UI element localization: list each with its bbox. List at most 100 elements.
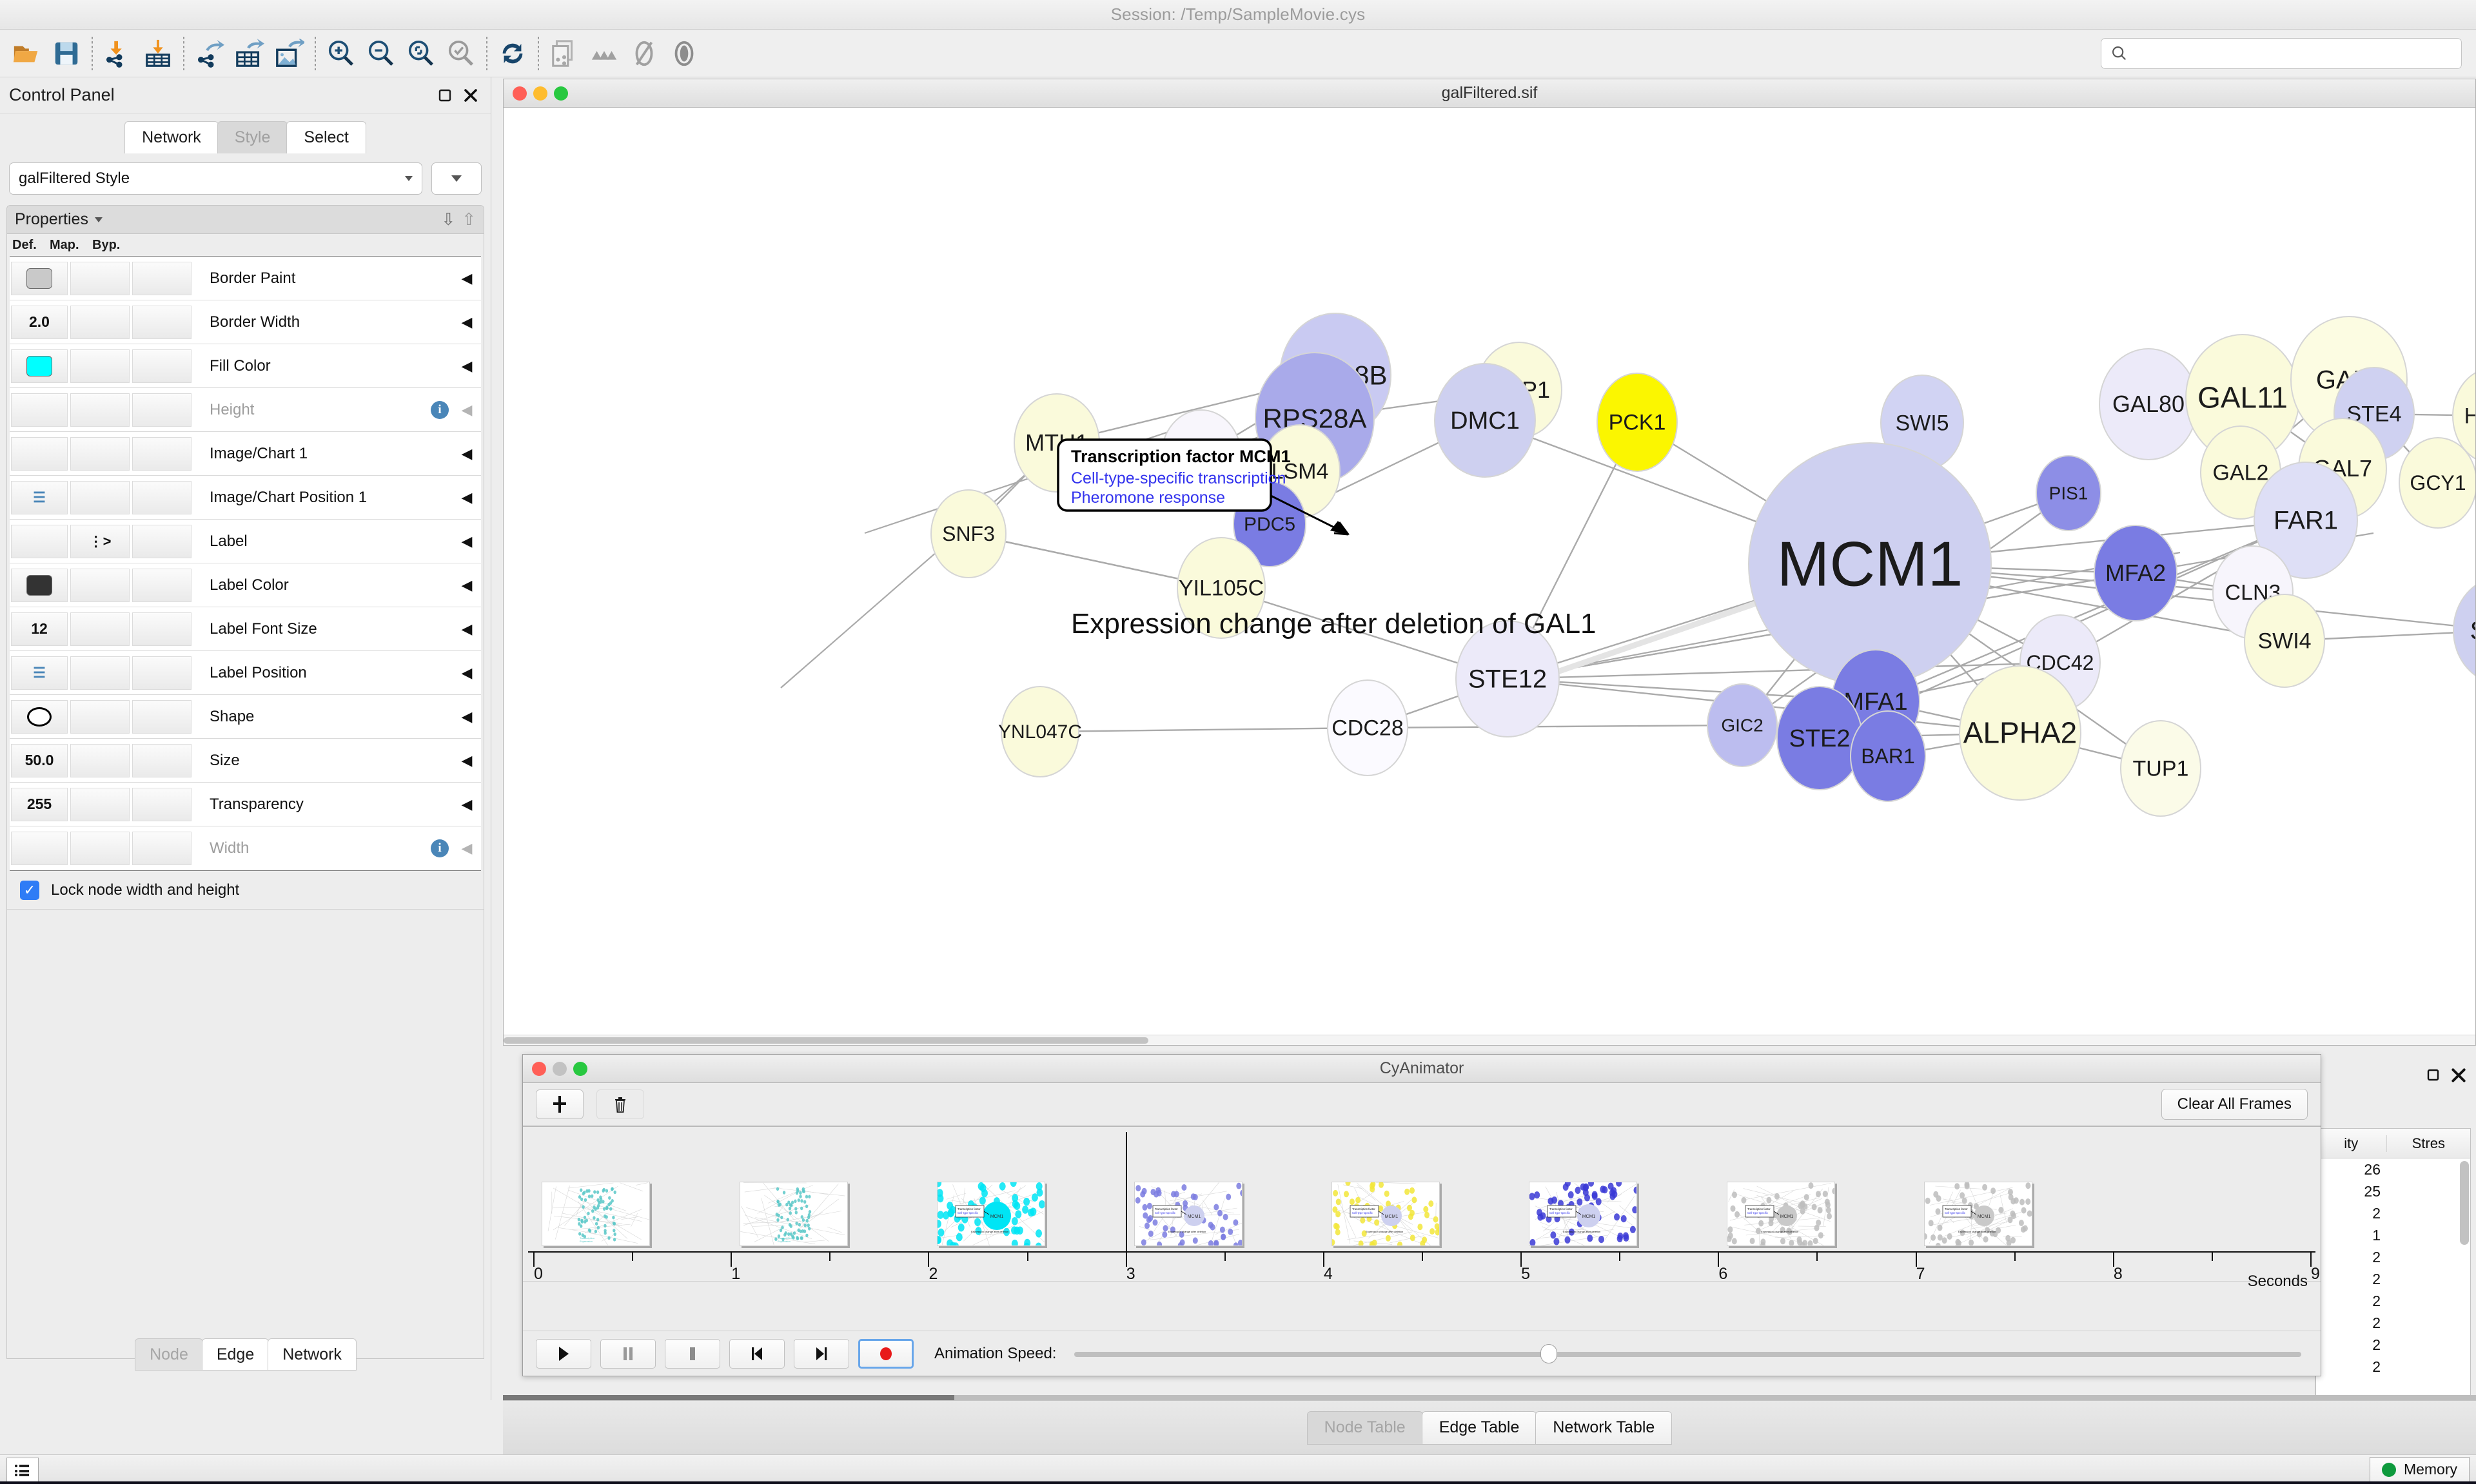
table-vertical-scrollbar[interactable] bbox=[2460, 1161, 2469, 1245]
first-frame-button[interactable] bbox=[729, 1338, 785, 1369]
timeline-frame-thumbnail[interactable]: MCM1 Transcription factor Cell-type-specif… bbox=[1331, 1182, 1440, 1246]
property-row[interactable]: Width i ◀ bbox=[10, 826, 481, 870]
property-default-cell[interactable]: ☰ bbox=[11, 656, 68, 690]
property-expand-arrow[interactable]: ◀ bbox=[461, 752, 473, 768]
property-default-cell[interactable]: ☰ bbox=[11, 480, 68, 514]
property-expand-arrow[interactable]: ◀ bbox=[461, 401, 473, 418]
refresh-icon[interactable] bbox=[493, 34, 533, 73]
node-ellipse[interactable] bbox=[1455, 620, 1560, 737]
lock-node-size-row[interactable]: ✓ Lock node width and height bbox=[7, 871, 484, 910]
property-bypass-cell[interactable] bbox=[132, 787, 192, 821]
property-default-cell[interactable] bbox=[11, 832, 68, 865]
property-row[interactable]: 2.0 Border Width ◀ bbox=[10, 300, 481, 344]
tab-network[interactable]: Network bbox=[124, 121, 219, 153]
timeline-frame-thumbnail[interactable]: MCM1 Transcription factor Cell-type-specif… bbox=[1726, 1182, 1835, 1246]
group-nodes-icon[interactable] bbox=[584, 34, 624, 73]
export-table-icon[interactable] bbox=[230, 34, 270, 73]
show-all-icon[interactable] bbox=[664, 34, 704, 73]
network-node[interactable]: HAP2 bbox=[2452, 368, 2475, 464]
node-ellipse[interactable] bbox=[2036, 455, 2101, 531]
pause-button[interactable] bbox=[600, 1338, 656, 1369]
network-node[interactable]: STE2 bbox=[1776, 686, 1863, 790]
network-node[interactable]: SNF3 bbox=[930, 489, 1007, 578]
style-options-button[interactable] bbox=[431, 162, 482, 195]
network-node[interactable]: DMC1 bbox=[1434, 363, 1536, 478]
table-row[interactable]: 26 bbox=[2316, 1158, 2470, 1180]
node-ellipse[interactable] bbox=[1001, 686, 1079, 777]
property-mapping-cell[interactable] bbox=[70, 436, 130, 471]
network-node[interactable]: BAR1 bbox=[1850, 710, 1926, 802]
timeline-frame-thumbnail[interactable]: Transcription Expression bbox=[739, 1182, 848, 1246]
table-row[interactable]: 25 bbox=[2316, 1180, 2470, 1202]
network-edge[interactable] bbox=[1367, 724, 1743, 729]
node-ellipse[interactable] bbox=[2094, 525, 2177, 621]
network-node[interactable]: FAR1 bbox=[2254, 462, 2358, 579]
property-expand-arrow[interactable]: ◀ bbox=[461, 357, 473, 374]
stop-button[interactable] bbox=[665, 1338, 720, 1369]
property-bypass-cell[interactable] bbox=[132, 656, 192, 690]
record-button[interactable] bbox=[858, 1338, 914, 1369]
property-row[interactable]: Border Paint ◀ bbox=[10, 257, 481, 300]
node-ellipse[interactable] bbox=[2399, 437, 2475, 529]
zoom-out-icon[interactable] bbox=[361, 34, 401, 73]
search-box[interactable] bbox=[2101, 37, 2462, 69]
property-expand-arrow[interactable]: ◀ bbox=[461, 796, 473, 812]
node-ellipse[interactable] bbox=[2254, 462, 2358, 579]
property-expand-arrow[interactable]: ◀ bbox=[461, 445, 473, 462]
network-node[interactable]: SWI4 bbox=[2244, 594, 2325, 688]
search-input[interactable] bbox=[2128, 44, 2452, 63]
property-row[interactable]: Height i ◀ bbox=[10, 388, 481, 432]
property-bypass-cell[interactable] bbox=[132, 436, 192, 471]
network-node[interactable]: ALPHA2 bbox=[1959, 665, 2081, 801]
tab-edge-table[interactable]: Edge Table bbox=[1421, 1411, 1537, 1445]
property-row[interactable]: Label Color ◀ bbox=[10, 563, 481, 607]
tab-node[interactable]: Node bbox=[135, 1338, 203, 1371]
save-session-icon[interactable] bbox=[46, 34, 86, 73]
timeline-frame-thumbnail[interactable]: MCM1 Transcription factor Cell-type-specif… bbox=[1529, 1182, 1638, 1246]
property-mapping-cell[interactable] bbox=[70, 349, 130, 383]
property-row[interactable]: 255 Transparency ◀ bbox=[10, 783, 481, 826]
node-ellipse[interactable] bbox=[1177, 537, 1266, 639]
property-mapping-cell[interactable] bbox=[70, 743, 130, 777]
export-network-icon[interactable] bbox=[190, 34, 230, 73]
timeline-frame-thumbnail[interactable]: MCM1 Transcription factor Cell-type-specif… bbox=[1923, 1182, 2032, 1246]
property-default-cell[interactable] bbox=[11, 436, 68, 471]
network-node[interactable]: STE12 bbox=[1455, 620, 1560, 737]
close-icon[interactable] bbox=[460, 84, 482, 106]
property-bypass-cell[interactable] bbox=[132, 699, 192, 734]
network-edge[interactable] bbox=[780, 445, 1059, 688]
node-ellipse[interactable] bbox=[1850, 710, 1926, 802]
node-ellipse[interactable] bbox=[1597, 373, 1678, 472]
property-row[interactable]: 12 Label Font Size ◀ bbox=[10, 607, 481, 651]
network-edge[interactable] bbox=[1507, 661, 2061, 680]
column-header-ity[interactable]: ity bbox=[2316, 1135, 2387, 1152]
network-node[interactable]: TUP1 bbox=[2120, 720, 2201, 817]
minimize-window-icon[interactable] bbox=[553, 1061, 567, 1076]
memory-status-button[interactable]: Memory bbox=[2369, 1456, 2470, 1483]
play-button[interactable] bbox=[536, 1338, 591, 1369]
style-select[interactable]: galFiltered Style bbox=[9, 162, 422, 195]
node-ellipse[interactable] bbox=[1434, 363, 1536, 478]
tab-style[interactable]: Style bbox=[217, 121, 288, 153]
property-default-cell[interactable] bbox=[11, 393, 68, 427]
column-header-stress[interactable]: Stres bbox=[2412, 1135, 2445, 1151]
close-window-icon[interactable] bbox=[513, 86, 527, 101]
network-node[interactable]: GIC2 bbox=[1707, 683, 1778, 767]
import-table-icon[interactable] bbox=[138, 34, 178, 73]
node-ellipse[interactable] bbox=[2453, 578, 2475, 683]
collapse-all-icon[interactable]: ⇧ bbox=[462, 210, 476, 229]
property-expand-arrow[interactable]: ◀ bbox=[461, 620, 473, 637]
expand-all-icon[interactable]: ⇩ bbox=[441, 210, 456, 229]
properties-menu-icon[interactable] bbox=[94, 217, 103, 222]
property-mapping-cell[interactable] bbox=[70, 656, 130, 690]
add-frame-button[interactable] bbox=[536, 1089, 584, 1119]
property-expand-arrow[interactable]: ◀ bbox=[461, 576, 473, 593]
info-icon[interactable]: i bbox=[431, 839, 449, 857]
property-bypass-cell[interactable] bbox=[132, 305, 192, 339]
scrollbar-thumb[interactable] bbox=[504, 1037, 1148, 1044]
property-row[interactable]: Shape ◀ bbox=[10, 695, 481, 739]
close-window-icon[interactable] bbox=[532, 1061, 546, 1076]
close-table-icon[interactable] bbox=[2450, 1067, 2467, 1087]
property-default-cell[interactable]: 50.0 bbox=[11, 743, 68, 777]
property-default-cell[interactable]: 12 bbox=[11, 612, 68, 646]
